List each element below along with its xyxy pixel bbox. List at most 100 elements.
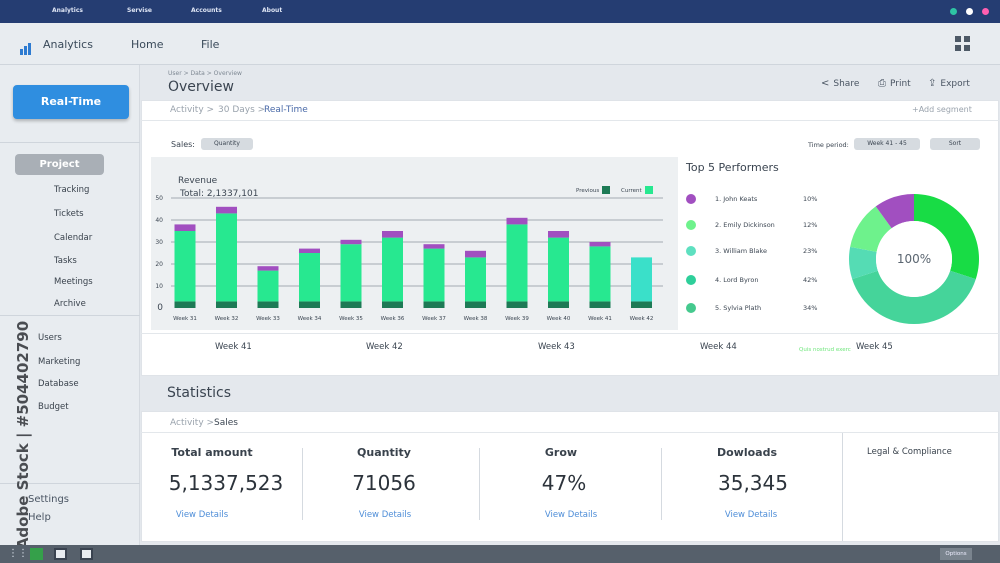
bar-previous xyxy=(299,301,320,308)
bar-top xyxy=(465,250,486,258)
sidebar-item-budget[interactable]: Budget xyxy=(38,402,69,412)
performer-name[interactable]: 4. Lord Byron xyxy=(715,276,759,284)
sidebar: Real-Time Project Tracking Tickets Calen… xyxy=(0,65,140,545)
performer-dot xyxy=(686,220,696,230)
bar-previous xyxy=(589,301,611,308)
bar-previous xyxy=(382,301,403,308)
tab-realtime[interactable]: Real-Time xyxy=(264,105,308,115)
x-tick-label: Week 37 xyxy=(422,316,446,322)
week-row-42[interactable]: Week 42 xyxy=(366,342,403,352)
donut-segment xyxy=(875,194,914,229)
stat-total-amount-link[interactable]: View Details xyxy=(175,510,229,520)
bar-current xyxy=(216,213,237,302)
bar-top xyxy=(506,217,528,225)
sidebar-item-tracking[interactable]: Tracking xyxy=(54,185,90,195)
y-tick-label: 50 xyxy=(155,195,163,202)
sidebar-item-archive[interactable]: Archive xyxy=(54,299,86,309)
sidebar-item-tasks[interactable]: Tasks xyxy=(54,256,77,266)
window-dot-white[interactable] xyxy=(966,8,973,15)
topnav-about[interactable]: About xyxy=(262,7,283,14)
bar-current xyxy=(589,246,611,302)
add-segment-link[interactable]: +Add segment xyxy=(912,105,972,114)
app-name: Analytics xyxy=(43,38,93,51)
stats-tab-divider xyxy=(141,432,999,433)
week-row-divider xyxy=(141,333,999,334)
performer-name[interactable]: 5. Sylvia Plath xyxy=(715,304,762,312)
y-tick-label: 30 xyxy=(155,239,163,246)
performer-name[interactable]: 1. John Keats xyxy=(715,195,758,203)
sidebar-item-help[interactable]: Help xyxy=(28,512,51,523)
stock-watermark: Adobe Stock | #504402790 xyxy=(14,320,32,550)
revenue-chart-panel: 0 10 20 30 40 50 Revenue Total: 2,1337,101 Previ… xyxy=(151,157,678,330)
bar-top xyxy=(257,266,279,271)
y-tick-label: 40 xyxy=(155,217,163,224)
legend-label: Current xyxy=(621,188,643,194)
stat-quantity-link[interactable]: View Details xyxy=(358,510,412,520)
breadcrumb: User > Data > Overview xyxy=(168,70,242,77)
performer-percent: 42% xyxy=(803,276,818,284)
week-row-41[interactable]: Week 41 xyxy=(215,342,252,352)
tab-30-days[interactable]: 30 Days > xyxy=(218,105,266,115)
topnav-analytics[interactable]: Analytics xyxy=(52,7,83,14)
start-grid-icon[interactable]: ⋮⋮ xyxy=(8,548,28,559)
x-tick-label: Week 34 xyxy=(298,316,322,322)
bar-previous xyxy=(423,301,445,308)
x-tick-label: Week 40 xyxy=(547,316,571,322)
sidebar-item-users[interactable]: Users xyxy=(38,333,62,343)
tab-activity[interactable]: Activity > xyxy=(170,105,215,115)
time-period-select[interactable]: Week 41 - 45 xyxy=(854,138,920,150)
sidebar-item-meetings[interactable]: Meetings xyxy=(54,277,93,287)
sidebar-item-marketing[interactable]: Marketing xyxy=(38,357,81,367)
stat-grow-label: Grow xyxy=(544,446,578,459)
performer-dot xyxy=(686,246,696,256)
menu-home[interactable]: Home xyxy=(131,38,164,51)
bar-current xyxy=(465,257,486,302)
sidebar-item-database[interactable]: Database xyxy=(38,379,79,389)
bar-top xyxy=(589,242,611,247)
bar-current xyxy=(299,253,320,302)
x-tick-label: Week 32 xyxy=(215,316,239,322)
x-tick-label: Week 33 xyxy=(256,316,280,322)
bar-current xyxy=(506,224,528,302)
week-row-43[interactable]: Week 43 xyxy=(538,342,575,352)
week-row-44[interactable]: Week 44 xyxy=(700,342,737,352)
share-icon: < xyxy=(821,78,830,89)
topnav-accounts[interactable]: Accounts xyxy=(191,7,222,14)
x-tick-label: Week 31 xyxy=(173,316,197,322)
mail-app-icon[interactable] xyxy=(80,548,93,560)
sort-button[interactable]: Sort xyxy=(930,138,980,150)
stat-downloads-link[interactable]: View Details xyxy=(724,510,778,520)
stat-total-amount-label: Total amount xyxy=(171,446,253,459)
window-app-icon[interactable] xyxy=(54,548,67,560)
y-tick-label: 20 xyxy=(155,261,163,268)
print-button[interactable]: ⎙ Print xyxy=(878,78,911,89)
realtime-button[interactable]: Real-Time xyxy=(13,85,129,119)
donut-segment xyxy=(914,194,979,280)
share-button[interactable]: < Share xyxy=(821,78,859,89)
stat-downloads-value: 35,345 xyxy=(718,471,788,495)
sales-quantity-pill[interactable]: Quantity xyxy=(201,138,253,150)
sidebar-item-tickets[interactable]: Tickets xyxy=(54,209,84,219)
topnav-servise[interactable]: Servise xyxy=(127,7,152,14)
performer-name[interactable]: 3. William Blake xyxy=(715,247,767,255)
window-dot-pink[interactable] xyxy=(982,8,989,15)
performer-name[interactable]: 2. Emily Dickinson xyxy=(715,221,775,229)
apps-grid-icon[interactable] xyxy=(955,36,970,51)
sidebar-divider xyxy=(0,315,140,316)
week-row-45[interactable]: Week 45 xyxy=(856,342,893,352)
bar-previous xyxy=(506,301,528,308)
sidebar-item-settings[interactable]: Settings xyxy=(28,494,70,505)
stats-tab-activity[interactable]: Activity > xyxy=(170,418,215,428)
chart-app-icon[interactable] xyxy=(30,548,43,560)
legal-compliance-link[interactable]: Legal & Compliance xyxy=(867,447,952,457)
project-button[interactable]: Project xyxy=(15,154,104,175)
options-button[interactable]: Options xyxy=(940,548,972,560)
print-label: Print xyxy=(890,79,911,89)
sidebar-item-calendar[interactable]: Calendar xyxy=(54,233,93,243)
stats-tab-sales[interactable]: Sales xyxy=(214,418,238,428)
menu-file[interactable]: File xyxy=(201,38,220,51)
export-button[interactable]: ⇪ Export xyxy=(928,78,970,89)
stat-grow-link[interactable]: View Details xyxy=(544,510,598,520)
bar-previous xyxy=(340,301,362,308)
window-dot-teal[interactable] xyxy=(950,8,957,15)
